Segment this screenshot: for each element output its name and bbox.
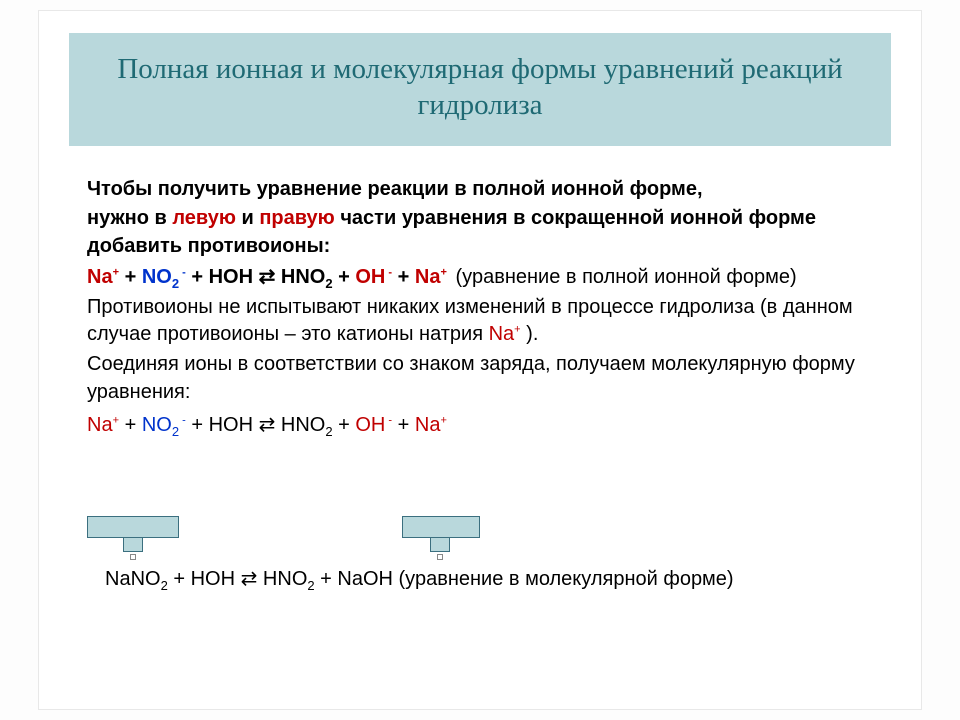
- intro-2a: нужно в: [87, 207, 172, 229]
- na2-text: Na: [415, 266, 441, 288]
- intro-line-2: нужно в левую и правую части уравнения в…: [87, 205, 879, 260]
- equation-molecular: NaNO2 + HOH ⇄ HNO2 + NaOH (уравнение в м…: [105, 566, 734, 591]
- intro-right: правую: [259, 207, 334, 229]
- intro-left: левую: [172, 207, 236, 229]
- counter-na: Na+: [489, 323, 521, 345]
- intro-1a: Чтобы получить уравнение реакции в: [87, 178, 472, 200]
- intro-1b: полной ионной форме: [472, 178, 697, 200]
- callout-right-rect: [402, 516, 480, 538]
- equation-ionic-2: Na+ + NO2 - + HOH ⇄ HNO2 + OH - + Na+: [87, 412, 879, 440]
- eq1-hno2: HNO2: [275, 266, 332, 288]
- joining-note: Соединяя ионы в соответствии со знаком з…: [87, 351, 879, 406]
- eq1-arrow: ⇄: [259, 266, 276, 288]
- callout-left-stem: [123, 538, 143, 552]
- eq2-oh: OH -: [355, 414, 392, 436]
- eq1-p3: +: [333, 266, 356, 288]
- slide-title: Полная ионная и молекулярная формы уравн…: [69, 33, 891, 146]
- equation-full-ionic: Na+ + NO2 - + HOH ⇄ HNO2 + OH - + Na+ (у…: [87, 264, 879, 292]
- eq2-na2: Na+: [415, 414, 447, 436]
- counter-b: ).: [521, 323, 539, 345]
- hno2-text: HNO: [275, 266, 325, 288]
- intro-2c: и: [236, 207, 259, 229]
- eq2-hoh: + HOH: [186, 414, 259, 436]
- mol-arrow: ⇄: [241, 568, 258, 590]
- mol-p2: + NaOH (уравнение в молекулярной форме): [315, 568, 734, 590]
- intro-line-1: Чтобы получить уравнение реакции в полно…: [87, 176, 879, 204]
- eq1-no2: NO2 -: [142, 266, 186, 288]
- eq2-na-text: Na: [87, 414, 113, 436]
- counterion-note: Противоионы не испытывают никаких измене…: [87, 294, 879, 349]
- eq1-na2: Na+: [415, 266, 450, 288]
- counter-a: Противоионы не испытывают никаких измене…: [87, 296, 853, 346]
- eq2-p4: +: [392, 414, 415, 436]
- eq1-p4: +: [392, 266, 415, 288]
- eq1-na1: Na+: [87, 266, 119, 288]
- eq2-hno2-text: HNO: [275, 414, 325, 436]
- eq1-oh: OH -: [355, 266, 392, 288]
- eq2-na1: Na+: [87, 414, 119, 436]
- mol-nano2: NaNO2: [105, 568, 168, 590]
- counter-na-text: Na: [489, 323, 515, 345]
- eq2-hno2: HNO2: [275, 414, 332, 436]
- eq2-p1: +: [119, 414, 142, 436]
- oh-text: OH: [355, 266, 385, 288]
- na-text: Na: [87, 266, 113, 288]
- content-block: Чтобы получить уравнение реакции в полно…: [87, 176, 879, 440]
- callout-right-stem: [430, 538, 450, 552]
- eq2-na2-text: Na: [415, 414, 441, 436]
- eq1-tail: (уравнение в полной ионной форме): [450, 266, 797, 288]
- mol-hno2: HNO2: [257, 568, 314, 590]
- callout-left-tip: [130, 554, 136, 560]
- callout-right-tip: [437, 554, 443, 560]
- eq2-arrow: ⇄: [259, 414, 276, 436]
- intro-1c: ,: [697, 178, 703, 200]
- slide-frame: Полная ионная и молекулярная формы уравн…: [38, 10, 922, 710]
- eq1-hoh: + HOH: [186, 266, 259, 288]
- eq2-p3: +: [333, 414, 356, 436]
- eq2-no2: NO2 -: [142, 414, 186, 436]
- eq2-no2-text: NO: [142, 414, 172, 436]
- mol-nano2-text: NaNO: [105, 568, 161, 590]
- mol-p1: + HOH: [168, 568, 241, 590]
- title-text: Полная ионная и молекулярная формы уравн…: [117, 53, 842, 121]
- eq1-p1: +: [119, 266, 142, 288]
- eq2-oh-text: OH: [355, 414, 385, 436]
- callout-left-rect: [87, 516, 179, 538]
- no2-text: NO: [142, 266, 172, 288]
- mol-hno2-text: HNO: [257, 568, 307, 590]
